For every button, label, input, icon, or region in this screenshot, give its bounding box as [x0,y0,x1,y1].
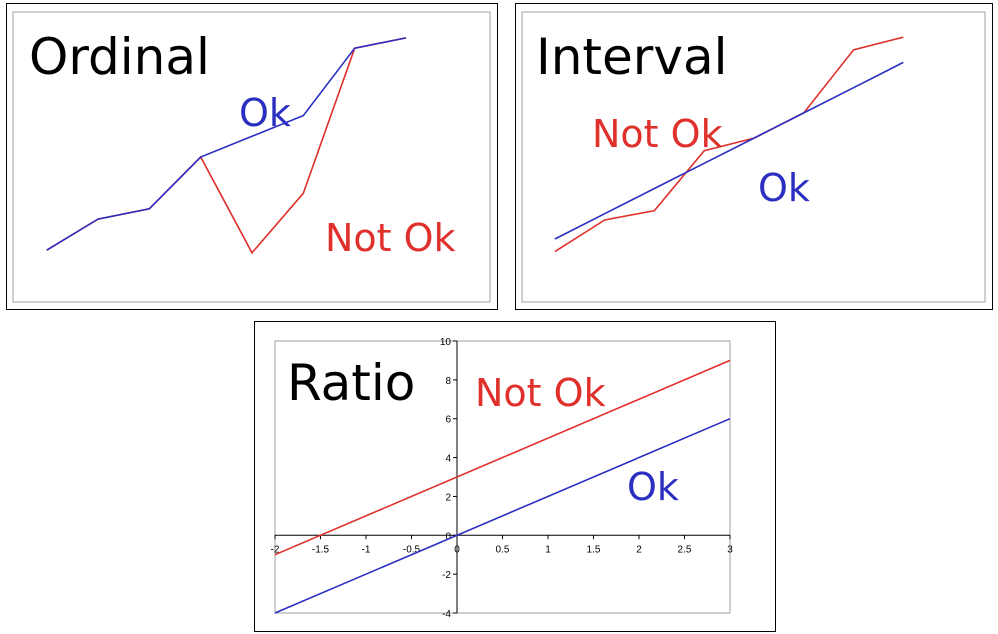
ratio-x-tick-label: 0.5 [496,544,510,555]
ratio-y-tick-label: 6 [445,415,451,426]
ratio-y-tick-label: -4 [442,609,451,620]
ratio-plot-frame [274,340,731,614]
ratio-y-tick-label: -2 [442,570,451,581]
interval-not-ok-label: Not Ok [592,112,723,156]
ratio-not-ok-line [274,359,731,556]
ratio-x-tick-label: -1.5 [312,544,330,555]
ratio-chart-panel: -2 -1.5 -1 -0.5 0 0.5 1 1.5 2 2.5 3 -4 -2 0 2 4 6 8 10 Rat… [254,321,776,632]
ordinal-chart-svg: Ordinal Ok Not Ok [12,11,491,303]
interval-not-ok-line [554,36,904,253]
ratio-not-ok-label: Not Ok [475,371,606,415]
ratio-y-tick-label: 0 [445,531,451,542]
ratio-y-tick-label: 2 [445,492,451,503]
ratio-x-tick-label: 0 [454,544,460,555]
ordinal-title: Ordinal [29,28,210,86]
ratio-y-tick-label: 8 [445,376,451,387]
ratio-y-tick-label: 4 [445,454,451,465]
ratio-x-tick-label: 3 [727,544,733,555]
ratio-x-tick-label: -0.5 [403,544,421,555]
interval-chart-panel: Interval Not Ok Ok [515,3,993,310]
interval-ok-line [554,61,904,240]
ratio-y-tick-label: 10 [440,337,452,348]
ratio-ok-label: Ok [627,465,679,509]
ratio-x-tick-label: -2 [271,544,280,555]
ratio-x-tick-label: 1.5 [587,544,601,555]
ordinal-plot-frame [12,11,491,303]
ordinal-ok-line [46,37,407,251]
ordinal-ok-label: Ok [239,91,291,135]
interval-chart-svg: Interval Not Ok Ok [521,11,986,303]
ratio-x-tick-label: 2 [636,544,642,555]
interval-title: Interval [536,28,727,86]
interval-plot-frame [521,11,986,303]
ordinal-chart-panel: Ordinal Ok Not Ok [6,3,498,310]
ratio-ok-line [274,417,731,614]
ratio-x-tick-label: 1 [545,544,551,555]
ordinal-not-ok-label: Not Ok [325,216,456,260]
ratio-title: Ratio [287,354,415,412]
ratio-x-tick-label: 2.5 [678,544,692,555]
ratio-x-tick-label: -1 [362,544,371,555]
interval-ok-label: Ok [758,166,810,210]
ratio-chart-svg: -2 -1.5 -1 -0.5 0 0.5 1 1.5 2 2.5 3 -4 -2 0 2 4 6 8 10 Rat… [271,337,734,620]
